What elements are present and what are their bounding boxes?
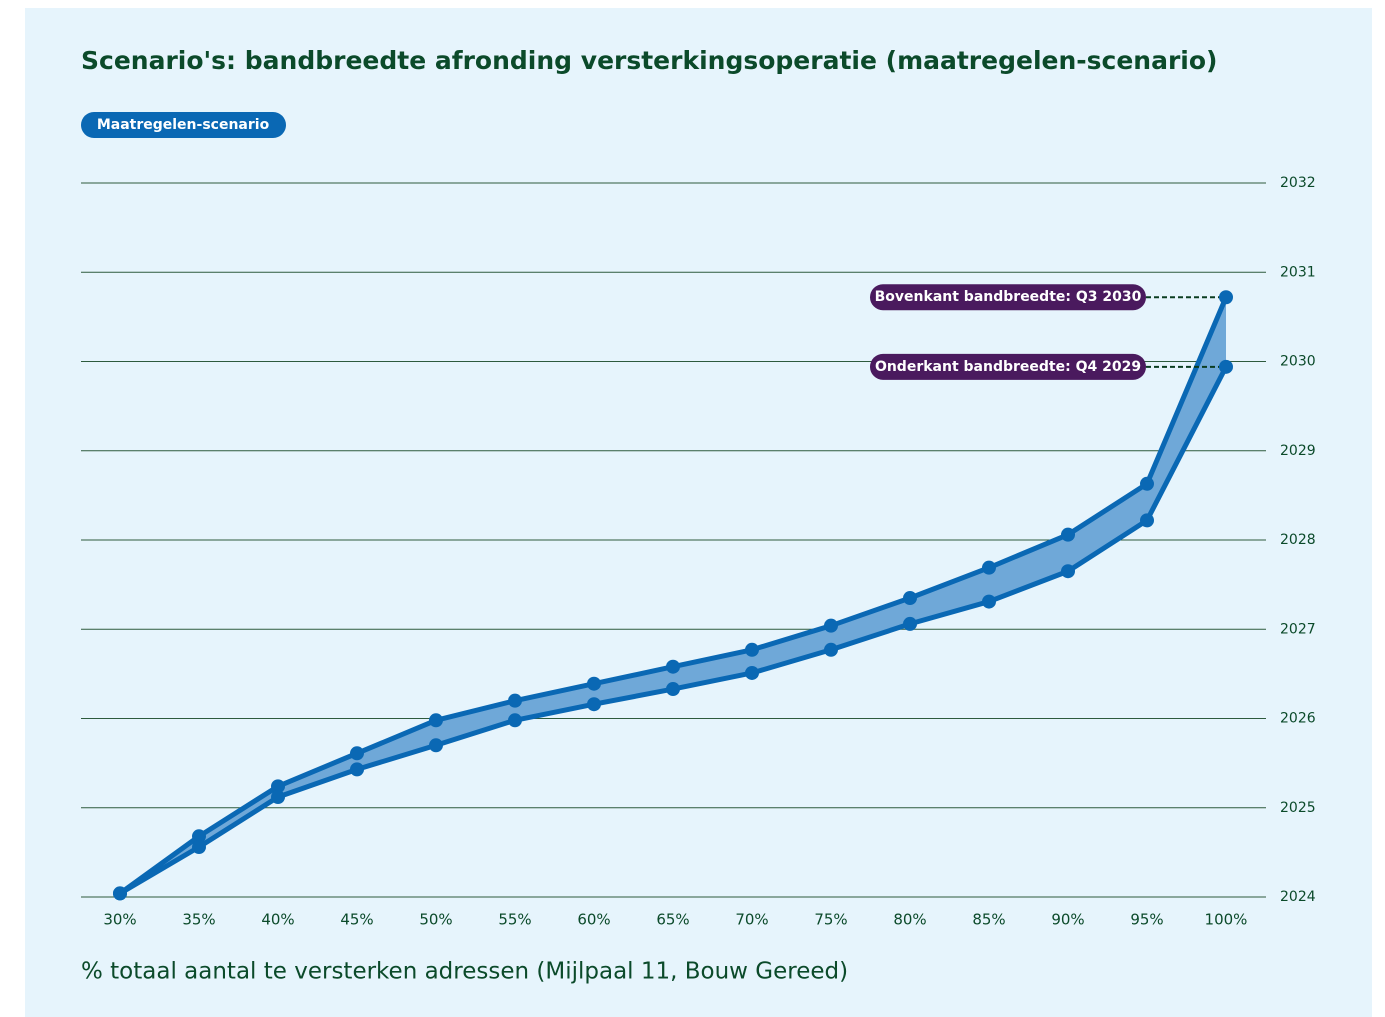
point <box>824 642 838 657</box>
y-tick-label: 2031 <box>1280 264 1316 280</box>
point <box>982 594 996 609</box>
legend-label: Maatregelen-scenario <box>97 117 270 133</box>
x-tick-label: 80% <box>893 911 926 929</box>
x-tick-label: 45% <box>340 911 373 929</box>
point <box>350 746 364 761</box>
x-tick-label: 65% <box>656 911 689 929</box>
point <box>982 560 996 575</box>
y-tick-label: 2026 <box>1280 711 1316 727</box>
x-tick-label: 70% <box>735 911 768 929</box>
x-axis-label: % totaal aantal te versterken adressen (… <box>81 959 848 985</box>
annotation-label: Bovenkant bandbreedte: Q3 2030 <box>875 289 1142 305</box>
point <box>192 829 206 844</box>
x-tick-label: 40% <box>261 911 294 929</box>
x-tick-label: 55% <box>498 911 531 929</box>
point <box>903 616 917 631</box>
point <box>666 659 680 674</box>
x-tick-label: 30% <box>103 911 136 929</box>
chart-title: Scenario's: bandbreedte afronding verste… <box>81 46 1217 75</box>
point <box>508 713 522 728</box>
point <box>1219 290 1233 305</box>
legend-pill <box>81 112 286 138</box>
y-tick-label: 2028 <box>1280 532 1316 548</box>
point <box>429 738 443 753</box>
point <box>1061 564 1075 579</box>
x-tick-label: 95% <box>1130 911 1163 929</box>
point <box>745 665 759 680</box>
x-tick-label: 50% <box>419 911 452 929</box>
annotation-pill <box>870 284 1146 311</box>
point <box>192 840 206 855</box>
y-tick-label: 2025 <box>1280 800 1316 816</box>
x-tick-label: 100% <box>1205 911 1248 929</box>
point <box>745 642 759 657</box>
point <box>587 676 601 691</box>
point <box>666 682 680 697</box>
point <box>271 790 285 805</box>
annotation-label: Onderkant bandbreedte: Q4 2029 <box>875 359 1141 375</box>
point <box>903 591 917 606</box>
x-tick-label: 85% <box>972 911 1005 929</box>
panel <box>25 8 1372 1017</box>
point <box>508 693 522 708</box>
annotation-pill <box>870 353 1146 380</box>
point <box>113 886 127 901</box>
y-tick-label: 2030 <box>1280 354 1316 370</box>
x-tick-label: 90% <box>1051 911 1084 929</box>
point <box>1219 359 1233 374</box>
point <box>1061 527 1075 542</box>
point <box>1140 476 1154 491</box>
y-tick-label: 2024 <box>1280 889 1316 905</box>
x-tick-label: 75% <box>814 911 847 929</box>
point <box>587 697 601 712</box>
y-tick-label: 2029 <box>1280 443 1316 459</box>
y-tick-label: 2027 <box>1280 621 1316 637</box>
band-area <box>120 297 1226 894</box>
point <box>1140 513 1154 528</box>
point <box>824 618 838 633</box>
y-tick-label: 2032 <box>1280 175 1316 191</box>
x-tick-label: 35% <box>182 911 215 929</box>
point <box>271 779 285 794</box>
x-tick-label: 60% <box>577 911 610 929</box>
point <box>350 762 364 777</box>
point <box>429 713 443 728</box>
